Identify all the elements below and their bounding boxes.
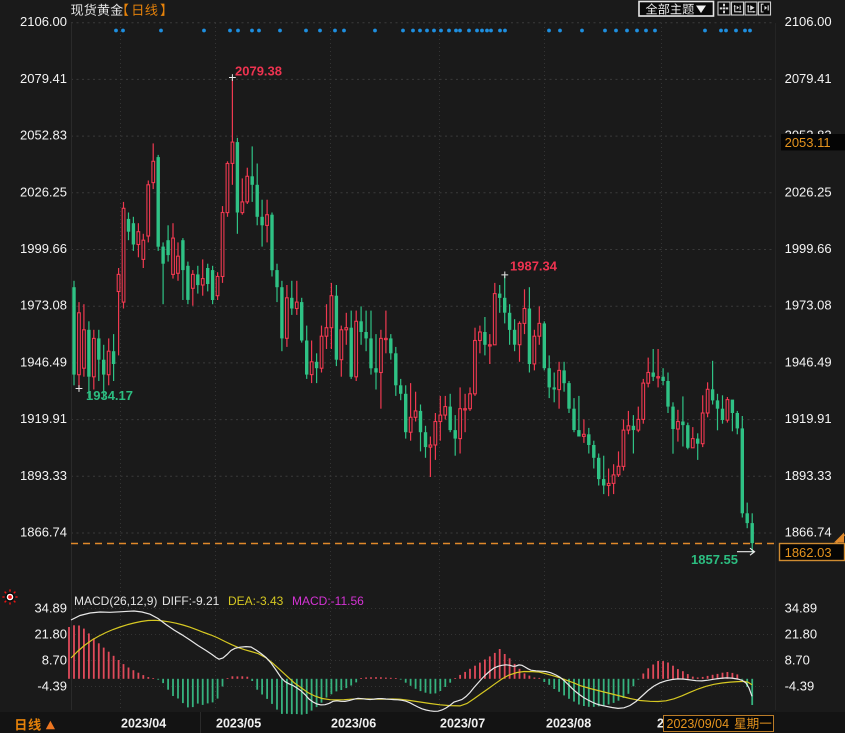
svg-text:2079.41: 2079.41 bbox=[20, 71, 67, 86]
svg-text:1893.33: 1893.33 bbox=[20, 468, 67, 483]
svg-text:2079.38: 2079.38 bbox=[235, 64, 282, 79]
svg-text:1946.49: 1946.49 bbox=[20, 354, 67, 369]
svg-text:1919.91: 1919.91 bbox=[20, 411, 67, 426]
svg-text:DIFF:-9.21: DIFF:-9.21 bbox=[162, 594, 220, 608]
svg-text:2023/05: 2023/05 bbox=[216, 717, 261, 731]
svg-text:MACD:-11.56: MACD:-11.56 bbox=[292, 594, 364, 608]
svg-text:34.89: 34.89 bbox=[785, 601, 818, 616]
svg-text:1893.33: 1893.33 bbox=[785, 468, 832, 483]
svg-text:2053.11: 2053.11 bbox=[785, 135, 831, 150]
svg-text:2023/08: 2023/08 bbox=[546, 717, 591, 731]
svg-text:2052.83: 2052.83 bbox=[20, 128, 67, 143]
svg-text:1999.66: 1999.66 bbox=[785, 241, 832, 256]
svg-text:2026.25: 2026.25 bbox=[20, 184, 67, 199]
svg-text:8.70: 8.70 bbox=[42, 653, 67, 668]
svg-text:21.80: 21.80 bbox=[785, 627, 818, 642]
svg-text:34.89: 34.89 bbox=[34, 601, 67, 616]
svg-text:1987.34: 1987.34 bbox=[510, 259, 558, 274]
svg-text:8.70: 8.70 bbox=[785, 653, 810, 668]
svg-text:DEA:-3.43: DEA:-3.43 bbox=[228, 594, 284, 608]
svg-text:2079.41: 2079.41 bbox=[785, 71, 832, 86]
svg-text:-4.39: -4.39 bbox=[785, 679, 815, 694]
svg-text:2106.00: 2106.00 bbox=[20, 14, 67, 29]
svg-text:2023/04: 2023/04 bbox=[121, 717, 166, 731]
svg-text:1973.08: 1973.08 bbox=[20, 298, 67, 313]
svg-text:1946.49: 1946.49 bbox=[785, 354, 832, 369]
svg-text:2023/06: 2023/06 bbox=[331, 717, 376, 731]
svg-text:1934.17: 1934.17 bbox=[86, 388, 133, 403]
svg-text:1866.74: 1866.74 bbox=[20, 525, 67, 540]
svg-text:1919.91: 1919.91 bbox=[785, 411, 832, 426]
svg-text:1973.08: 1973.08 bbox=[785, 298, 832, 313]
svg-text:2026.25: 2026.25 bbox=[785, 184, 832, 199]
svg-text:21.80: 21.80 bbox=[34, 627, 67, 642]
svg-text:2023/07: 2023/07 bbox=[440, 717, 485, 731]
svg-text:MACD(26,12,9): MACD(26,12,9) bbox=[74, 594, 157, 608]
svg-text:2023/09/04: 2023/09/04 bbox=[667, 717, 730, 731]
svg-text:1862.03: 1862.03 bbox=[785, 545, 832, 560]
svg-text:1857.55: 1857.55 bbox=[691, 552, 738, 567]
svg-text:1866.74: 1866.74 bbox=[785, 525, 832, 540]
svg-text:2106.00: 2106.00 bbox=[785, 14, 832, 29]
svg-text:1999.66: 1999.66 bbox=[20, 241, 67, 256]
svg-text:-4.39: -4.39 bbox=[37, 679, 67, 694]
